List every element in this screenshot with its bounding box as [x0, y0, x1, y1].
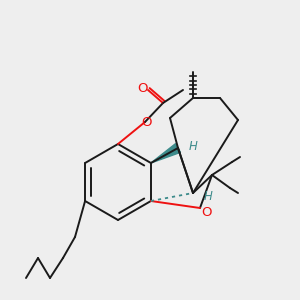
Text: H: H [189, 140, 197, 152]
Text: O: O [141, 116, 151, 130]
Polygon shape [151, 144, 180, 163]
Text: H: H [204, 190, 212, 202]
Text: O: O [137, 82, 147, 95]
Text: O: O [202, 206, 212, 220]
